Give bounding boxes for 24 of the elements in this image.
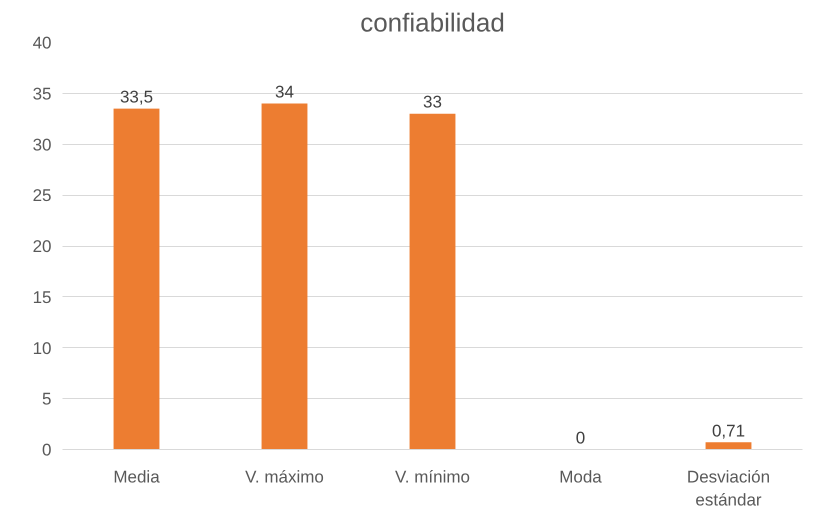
chart-title: confiabilidad — [360, 8, 505, 38]
bar — [262, 104, 308, 450]
y-tick-label: 25 — [32, 186, 52, 206]
data-label: 0,71 — [712, 421, 746, 440]
data-label: 0 — [576, 428, 586, 448]
bar — [706, 442, 752, 450]
data-label: 34 — [275, 82, 294, 102]
y-tick-label: 0 — [42, 440, 52, 460]
y-tick-label: 40 — [32, 34, 52, 52]
data-label: 33 — [423, 92, 442, 112]
y-tick-label: 5 — [42, 390, 52, 409]
y-tick-label: 10 — [32, 338, 52, 358]
bar — [114, 108, 160, 450]
y-tick-label: 35 — [32, 84, 52, 104]
y-tick-label: 20 — [32, 237, 52, 256]
data-label: 33,5 — [120, 88, 154, 107]
x-tick-label: Desviación estándar — [686, 468, 770, 510]
x-tick-label: Moda — [559, 468, 602, 486]
y-tick-label: 15 — [32, 288, 52, 307]
x-tick-label: V. máximo — [245, 468, 324, 486]
x-tick-label: Media — [113, 468, 160, 486]
x-tick-label: V. mínimo — [395, 468, 470, 486]
y-tick-label: 30 — [32, 135, 52, 154]
bar — [410, 114, 456, 450]
